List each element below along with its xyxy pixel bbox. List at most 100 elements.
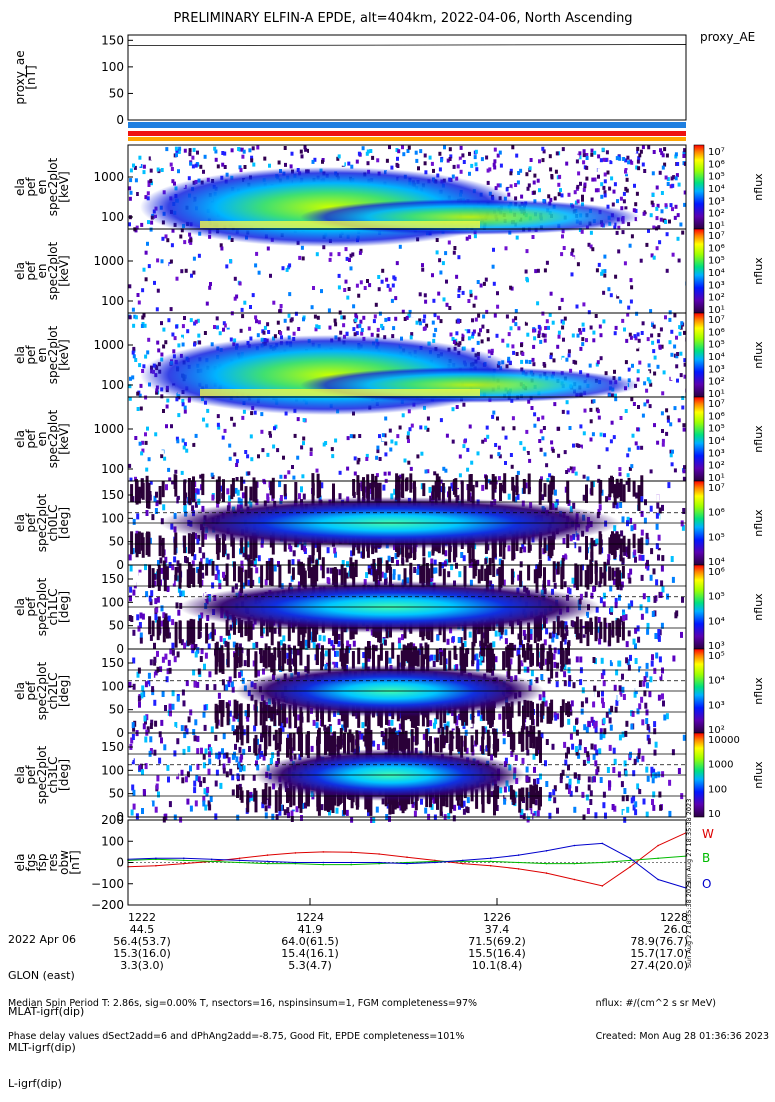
spectrogram-pixel [136,148,139,153]
spectrogram-pixel [239,328,243,333]
spectrogram-pixel [612,189,616,194]
spectrogram-pixel [459,169,463,174]
spectrogram-pixel [645,718,649,724]
spectrogram-pixel [384,441,388,446]
spectrogram-pixel [683,358,686,363]
spectrogram-pixel [131,375,135,380]
spectrogram-pixel [583,668,587,675]
pa-column [287,620,291,642]
spectrogram-pixel [631,363,634,368]
spectrogram-pixel [246,715,250,722]
spectrogram-pixel [228,443,232,448]
pa-column [237,617,241,634]
spectrogram-pixel [571,577,575,584]
spectrogram-pixel [184,725,188,732]
spectrogram-pixel [670,376,674,381]
spectrogram-pixel [257,270,261,275]
spectrogram-pixel [324,650,328,657]
spectrogram-pixel [284,275,288,280]
spectrogram-pixel [665,232,669,237]
spectrogram-pixel [144,277,148,282]
spectrogram-pixel [603,433,606,438]
spectrogram-pixel [453,246,457,250]
spectrogram-pixel [237,147,241,151]
spectrogram-pixel [200,648,204,655]
spectrogram-pixel [618,594,621,601]
spectrogram-pixel [617,154,621,159]
spectrogram-pixel [165,424,168,429]
spectrogram-pixel [296,455,300,460]
spectrogram-pixel [315,722,319,729]
spectrogram-pixel [614,397,618,402]
pa-column [183,480,187,506]
spectrogram-pixel [387,555,391,562]
spectrogram-pixel [302,317,305,322]
spectrogram-pixel [602,319,606,324]
spectrogram-pixel [622,157,626,161]
spectrogram-pixel [254,315,258,320]
spectrogram-pixel [250,158,254,163]
spectrogram-pixel [536,268,540,273]
spectrogram-pixel [171,649,175,656]
spectrogram-pixel [491,264,495,269]
spectrogram-pixel [444,251,448,256]
spectrogram-pixel [132,589,136,596]
spectrogram-pixel [278,481,282,488]
spectrogram-pixel [381,433,385,438]
spectrogram-pixel [674,154,678,159]
spectrogram-pixel [166,668,170,675]
spectrogram-pixel [624,614,628,621]
spectrogram-pixel [586,476,590,481]
pa-column [500,560,504,586]
spectrogram-pixel [150,181,153,186]
spectrogram-pixel [219,243,223,248]
spectrogram-pixel [139,637,143,644]
spectrogram-pixel [579,330,583,335]
spectrogram-pixel [601,702,605,708]
spectrogram-pixel [641,413,645,418]
spectrogram-pixel [534,463,537,467]
spectrogram-pixel [155,675,159,682]
spectrogram-pixel [302,436,306,441]
spectrogram-pixel [352,640,356,647]
spectrogram-pixel [603,179,607,184]
spectrogram-pixel [516,470,520,475]
spectrogram-pixel [581,197,584,202]
spectrogram-pixel [169,648,173,655]
pa-column [533,569,537,584]
spectrogram-pixel [273,426,276,431]
plot-title: PRELIMINARY ELFIN-A EPDE, alt=404km, 202… [173,11,632,26]
spectrogram-pixel [626,516,630,523]
spectrogram-pixel [199,656,203,662]
spectrogram-pixel [172,580,176,587]
spectrogram-pixel [650,660,654,667]
spectrogram-pixel [637,166,641,171]
spectrogram-pixel [619,299,623,304]
pa-column [590,481,594,496]
spectrogram-pixel [530,491,534,498]
spectrogram-pixel [682,508,686,514]
spectrogram-pixel [424,425,428,430]
spectrogram-pixel [663,162,667,167]
spectrogram-pixel [523,633,527,640]
pa-column [615,531,619,550]
spectrogram-pixel [638,703,642,710]
pa-column [598,483,602,504]
spectrogram-pixel [515,235,519,240]
spectrogram-pixel [303,545,307,552]
spectrogram-pixel [458,571,462,578]
spectrogram-pixel [631,433,635,438]
spectrogram-pixel [599,728,603,735]
spectrogram-pixel [646,157,650,162]
spectrogram-pixel [442,466,446,471]
spectrogram-pixel [625,188,629,193]
spectrogram-pixel [623,261,627,266]
spectrogram-pixel [340,315,344,320]
spectrogram-pixel [604,371,608,376]
spectrogram-pixel [590,716,594,723]
spectrogram-pixel [258,577,262,584]
spectrogram-pixel [177,149,181,154]
spectrogram-pixel [658,240,662,245]
spectrogram-pixel [643,690,647,697]
spectrogram-pixel [563,638,567,645]
